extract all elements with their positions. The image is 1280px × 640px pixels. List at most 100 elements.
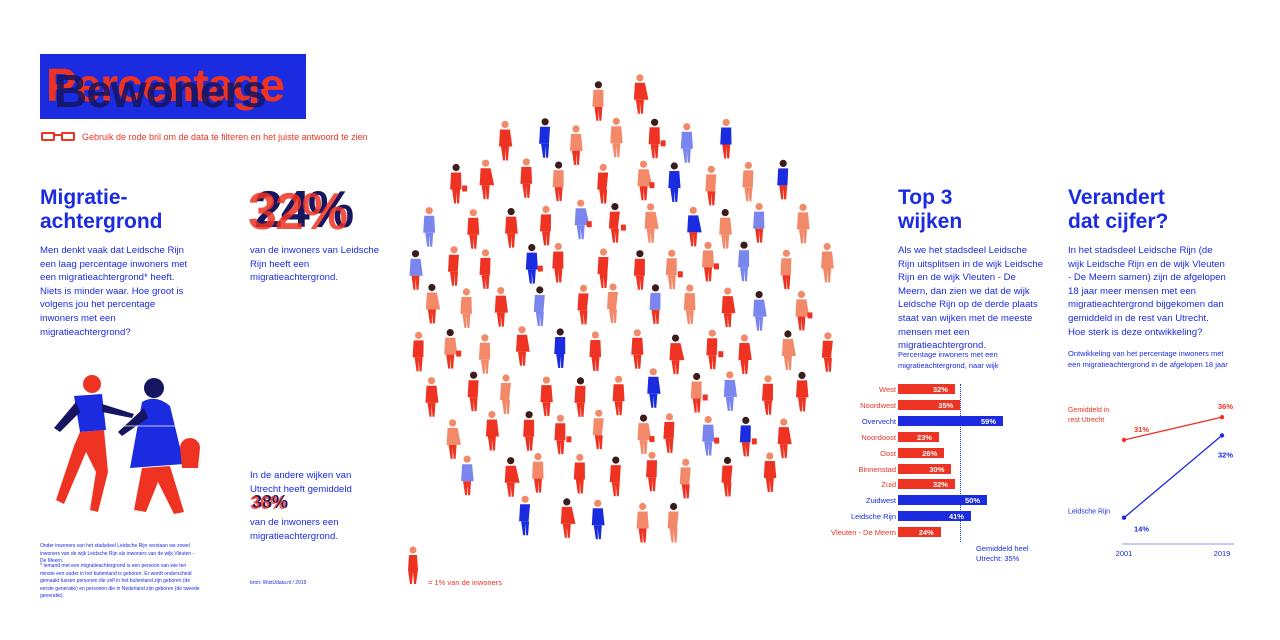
bar-category-label: Noordoost <box>861 432 896 442</box>
bar-chart-title: Percentage inwoners met een migratieacht… <box>898 350 999 370</box>
person-figure <box>821 242 834 283</box>
stat2-intro: In de andere wijken van Utrecht heeft ge… <box>250 470 352 495</box>
person-figure <box>574 377 586 417</box>
footnote-2: * Iemand met een migratieachtergrond is … <box>40 563 200 599</box>
person-figure <box>597 248 609 288</box>
person-figure <box>665 249 683 290</box>
line-chart: 2001 2019 31% 36% Gemiddeld in rest Utrecht 14… <box>1068 402 1234 558</box>
person-figure <box>589 331 602 371</box>
person-figure <box>570 125 583 165</box>
heading-verandert-1: Verandert <box>1068 186 1165 209</box>
person-figure <box>610 117 623 158</box>
person-figure <box>592 81 604 121</box>
bar-category-label: Binnenstad <box>858 464 896 474</box>
data-label: 31% <box>1134 425 1149 434</box>
person-figure <box>680 123 693 163</box>
person-figure <box>821 332 833 372</box>
data-label: 36% <box>1218 402 1233 411</box>
stat-32-percent: 24% 32% <box>248 184 388 240</box>
person-figure <box>448 246 459 286</box>
bar-value-label: 30% <box>929 464 945 474</box>
person-figure <box>460 288 472 328</box>
person-figure <box>525 244 543 284</box>
stat2-text: van de inwoners een migratieachtergrond. <box>250 517 339 542</box>
bar-category-label: Overvecht <box>861 416 896 426</box>
person-figure <box>719 209 732 249</box>
person-figure <box>647 368 661 408</box>
person-figure <box>516 326 530 366</box>
person-figure <box>446 419 461 459</box>
person-figure <box>679 458 691 499</box>
person-figure <box>577 284 589 325</box>
stat-value-red: 32% <box>248 183 348 241</box>
person-figure <box>479 249 491 289</box>
person-figure <box>753 291 767 331</box>
person-figure <box>607 283 618 323</box>
person-figure <box>781 330 796 370</box>
person-figure <box>450 163 468 204</box>
bar-value-label: 59% <box>981 416 997 426</box>
heading-migratie-1: Migratie- <box>40 186 128 209</box>
person-figure <box>412 331 424 372</box>
person-figure <box>523 411 535 451</box>
title-red: Percentage <box>46 59 285 111</box>
person-figure <box>797 203 810 244</box>
line-chart-title: Ontwikkeling van het percentage inwoners… <box>1068 349 1228 369</box>
person-figure <box>425 377 439 417</box>
person-legend-icon <box>408 546 418 584</box>
person-figure <box>423 207 436 247</box>
bar-category-label: Vleuten - De Meern <box>830 528 896 538</box>
bar-value-label: 41% <box>948 512 964 522</box>
person-figure <box>499 120 513 161</box>
person-figure <box>796 371 809 412</box>
person-figure <box>467 371 479 412</box>
person-figure <box>554 414 572 455</box>
data-point <box>1219 414 1225 420</box>
person-figure <box>494 287 508 327</box>
person-figure <box>505 208 518 248</box>
person-figure <box>668 162 681 202</box>
bar <box>898 479 955 490</box>
bar <box>898 399 961 410</box>
person-figure <box>592 409 604 450</box>
stat1-text: van de inwoners van Leidsche Rijn heeft … <box>250 245 380 284</box>
person-figure <box>612 375 625 416</box>
person-figure <box>636 502 649 543</box>
person-figure <box>574 199 592 240</box>
person-figure <box>690 372 708 413</box>
stat-value-blue: 24% <box>254 181 354 239</box>
person-figure <box>762 375 773 415</box>
title-block: Percentage Bewoners <box>40 54 306 119</box>
bar-value-label: 23% <box>916 432 932 442</box>
person-figure <box>687 206 702 247</box>
person-figure <box>609 456 621 497</box>
person-figure <box>753 203 765 243</box>
person-figure <box>777 418 792 459</box>
person-figure <box>554 328 566 368</box>
data-point <box>1121 437 1127 443</box>
person-figure <box>702 416 720 456</box>
bar-value-label: 50% <box>965 496 981 506</box>
bar-category-label: Noordwest <box>860 400 896 410</box>
x-tick-label: 2001 <box>1116 549 1133 558</box>
person-figure <box>479 159 495 200</box>
stat2-value-blue: 38% <box>252 492 289 512</box>
heading-verandert-2: dat cijfer? <box>1068 210 1169 234</box>
person-figure <box>683 284 696 325</box>
filter-hint: Gebruik de rode bril om de data te filte… <box>82 132 368 142</box>
person-figure <box>723 371 738 411</box>
bar <box>898 511 971 522</box>
bar-category-label: Leidsche Rijn <box>850 512 896 522</box>
bar-category-label: Oost <box>880 448 896 458</box>
person-figure <box>669 334 685 375</box>
bar-category-label: Zuid <box>881 480 896 490</box>
bar-chart: West 32% Noordwest 35% Overvecht 59% Noordoost… <box>796 384 1036 544</box>
bar <box>898 431 939 442</box>
data-label: 32% <box>1218 450 1233 459</box>
person-figure <box>780 249 792 290</box>
footnote-1: Onder inwoners van het stadsdeel Leidsch… <box>40 543 195 564</box>
intro-text: Men denkt vaak dat Leidsche Rijn een laa… <box>40 245 188 338</box>
person-figure <box>573 453 585 494</box>
data-label: 14% <box>1134 525 1149 534</box>
bar <box>898 495 987 506</box>
